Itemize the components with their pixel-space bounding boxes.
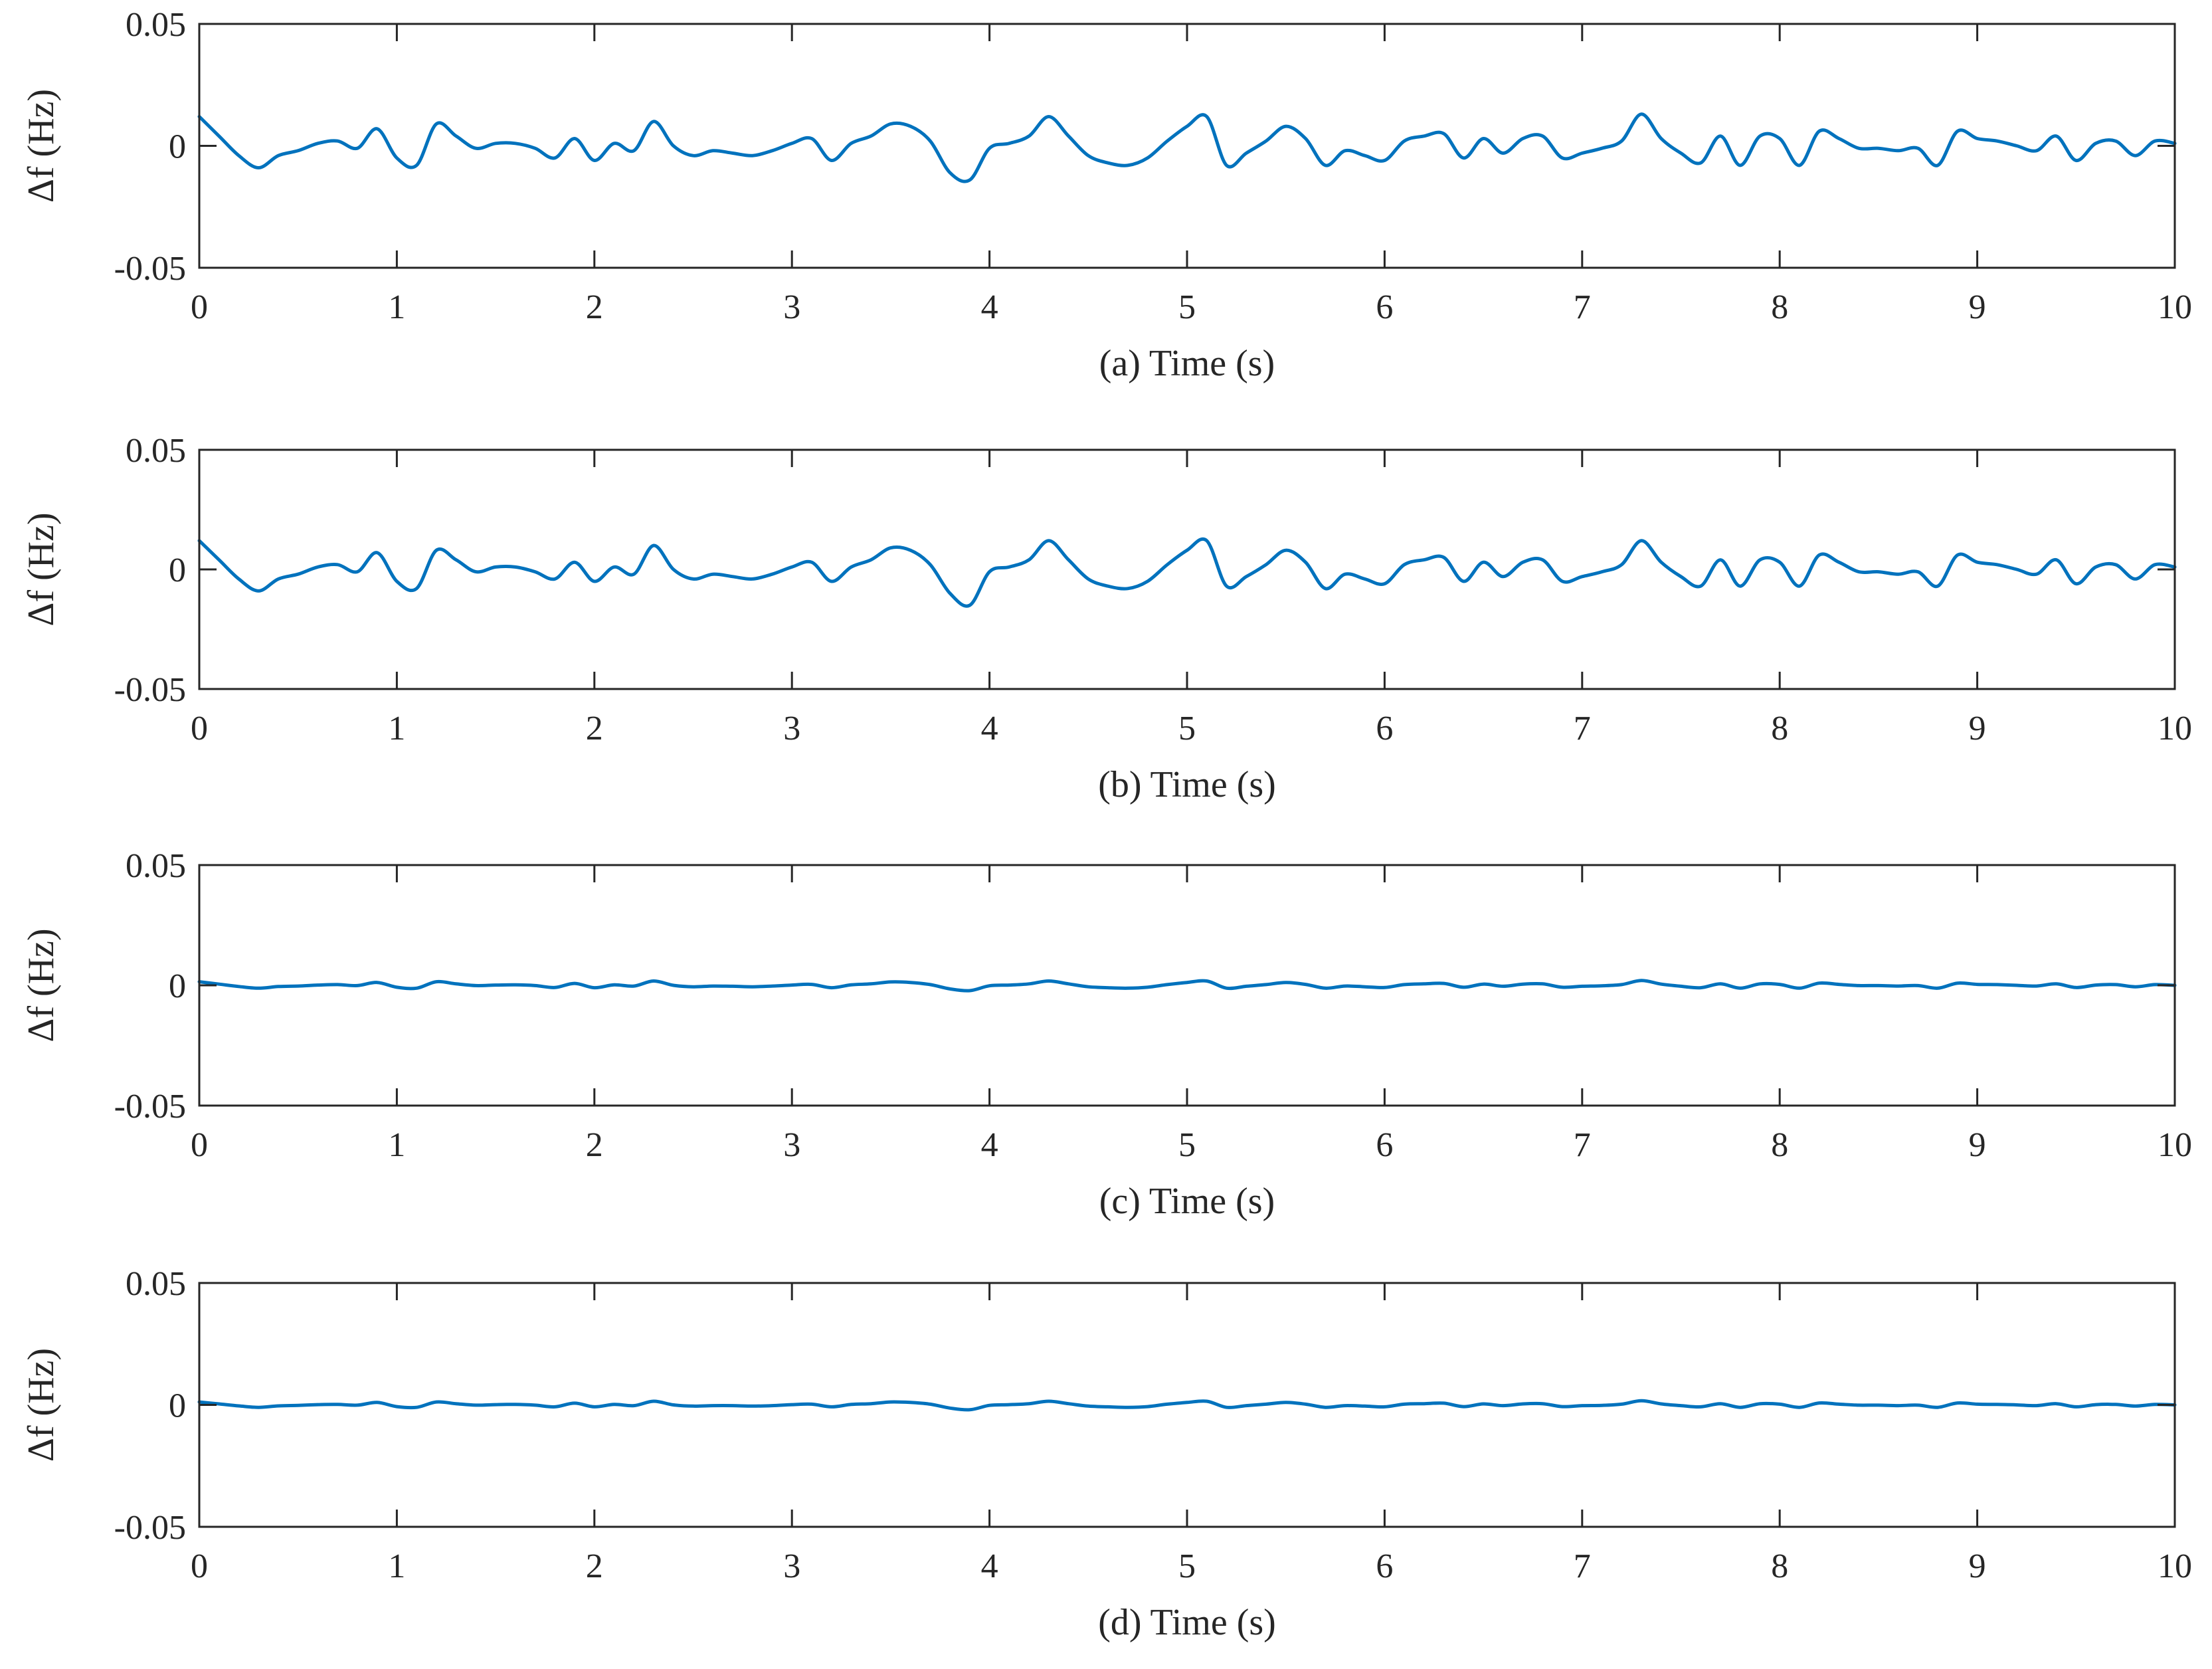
x-tick-label: 9 [1969,1126,1986,1164]
y-axis-label: Δf (Hz) [21,928,62,1042]
y-tick-label: -0.05 [114,1509,186,1547]
x-tick-label: 8 [1771,288,1788,326]
x-tick-label: 7 [1574,1126,1591,1164]
x-tick-label: 0 [191,288,208,326]
x-tick-label: 1 [388,710,405,747]
y-tick-label: -0.05 [114,250,186,288]
x-tick-label: 7 [1574,710,1591,747]
y-tick-label: 0.05 [126,432,186,470]
x-tick-label: 2 [586,710,603,747]
x-tick-label: 5 [1178,710,1196,747]
x-tick-label: 10 [2158,1126,2192,1164]
panel-a: 0 1 2 3 4 5 6 7 8 9 100.050-0.05(a) Time (s)Δf (Hz… [21,6,2192,384]
y-tick-label: -0.05 [114,671,186,709]
series-line-d [197,1399,2177,1412]
y-tick-label: 0 [169,1387,186,1425]
x-tick-label: 8 [1771,1126,1788,1164]
x-tick-label: 0 [191,1547,208,1585]
panel-b: 0 1 2 3 4 5 6 7 8 9 100.050-0.05(b) Time (s)Δf (Hz… [21,432,2192,805]
x-tick-label: 5 [1178,1547,1196,1585]
x-tick-label: 3 [783,1547,800,1585]
x-tick-label: 10 [2158,1547,2192,1585]
axes-frame-b [198,448,2176,690]
x-tick-label: 2 [586,1126,603,1164]
x-tick-label: 10 [2158,710,2192,747]
x-tick-label: 4 [981,288,998,326]
x-tick-label: 2 [586,288,603,326]
panel-d: 0 1 2 3 4 5 6 7 8 9 100.050-0.05(d) Time (s)Δf (Hz… [21,1265,2192,1643]
y-tick-label: -0.05 [114,1088,186,1126]
x-axis-label: (c) Time (s) [1099,1181,1275,1222]
x-tick-label: 6 [1376,1126,1393,1164]
x-tick-label: 5 [1178,1126,1196,1164]
y-tick-label: 0.05 [126,1265,186,1303]
x-tick-label: 1 [388,288,405,326]
x-tick-label: 3 [783,710,800,747]
y-tick-label: 0.05 [126,6,186,44]
x-axis-label: (a) Time (s) [1099,343,1275,384]
x-tick-label: 4 [981,1547,998,1585]
y-axis-label: Δf (Hz) [21,512,62,626]
x-tick-label: 6 [1376,288,1393,326]
y-tick-label: 0.05 [126,847,186,885]
x-tick-label: 3 [783,1126,800,1164]
axes-frame-a [198,23,2176,269]
y-tick-label: 0 [169,967,186,1005]
y-axis-label: Δf (Hz) [21,1348,62,1462]
x-tick-label: 10 [2158,288,2192,326]
x-tick-label: 8 [1771,1547,1788,1585]
x-axis-label: (d) Time (s) [1098,1602,1276,1643]
x-tick-label: 0 [191,710,208,747]
x-tick-label: 1 [388,1547,405,1585]
x-tick-label: 9 [1969,1547,1986,1585]
x-tick-label: 2 [586,1547,603,1585]
x-tick-label: 3 [783,288,800,326]
y-tick-label: 0 [169,551,186,589]
y-axis-label: Δf (Hz) [21,89,62,203]
panel-c: 0 1 2 3 4 5 6 7 8 9 100.050-0.05(c) Time (s)Δf (Hz… [21,847,2192,1222]
x-axis-label: (b) Time (s) [1098,764,1276,805]
y-tick-label: 0 [169,128,186,166]
x-tick-label: 5 [1178,288,1196,326]
x-tick-label: 4 [981,710,998,747]
x-tick-label: 9 [1969,288,1986,326]
x-tick-label: 8 [1771,710,1788,747]
x-tick-label: 6 [1376,1547,1393,1585]
series-line-a [197,112,2177,183]
x-tick-label: 7 [1574,288,1591,326]
x-tick-label: 1 [388,1126,405,1164]
series-line-c [197,979,2177,993]
x-tick-label: 7 [1574,1547,1591,1585]
x-tick-label: 6 [1376,710,1393,747]
x-tick-label: 0 [191,1126,208,1164]
x-tick-label: 4 [981,1126,998,1164]
x-tick-label: 9 [1969,710,1986,747]
series-line-b [197,537,2177,608]
